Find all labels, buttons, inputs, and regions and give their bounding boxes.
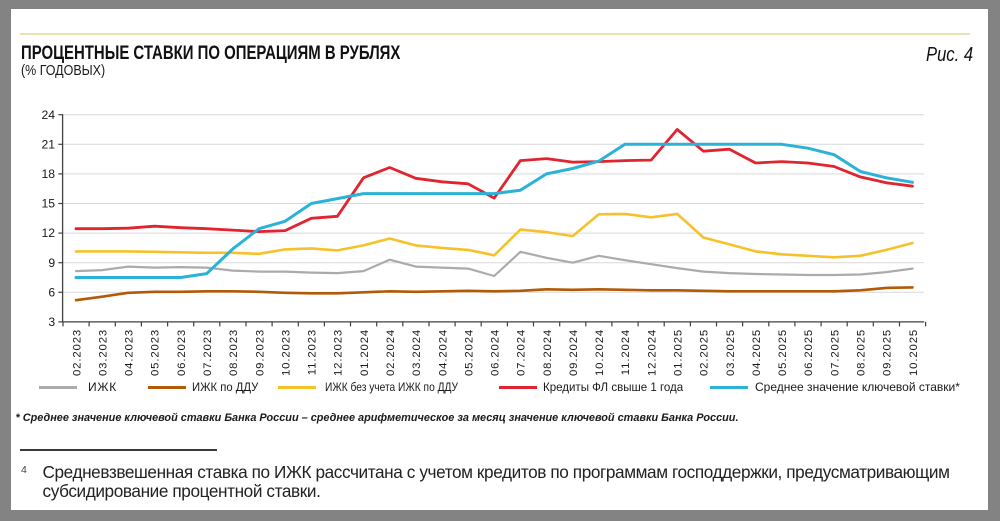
svg-text:11.2023: 11.2023 <box>307 329 319 375</box>
svg-text:08.2023: 08.2023 <box>228 329 240 376</box>
svg-text:02.2025: 02.2025 <box>699 329 711 376</box>
svg-text:05.2025: 05.2025 <box>777 329 789 376</box>
svg-text:11.2024: 11.2024 <box>620 329 632 375</box>
svg-text:03.2024: 03.2024 <box>411 329 423 376</box>
svg-text:3: 3 <box>48 315 55 329</box>
svg-text:06.2023: 06.2023 <box>176 329 188 376</box>
svg-text:9: 9 <box>48 256 55 270</box>
svg-text:10.2024: 10.2024 <box>594 329 606 376</box>
svg-text:07.2025: 07.2025 <box>829 329 841 376</box>
svg-text:08.2025: 08.2025 <box>856 329 868 376</box>
svg-text:07.2023: 07.2023 <box>202 329 214 376</box>
svg-text:24: 24 <box>42 108 56 122</box>
svg-text:09.2025: 09.2025 <box>882 329 894 376</box>
svg-text:21: 21 <box>42 137 56 151</box>
svg-text:07.2024: 07.2024 <box>516 329 528 376</box>
svg-text:06.2025: 06.2025 <box>803 329 815 376</box>
svg-text:04.2025: 04.2025 <box>751 329 763 376</box>
svg-text:09.2023: 09.2023 <box>254 329 266 376</box>
svg-text:05.2023: 05.2023 <box>150 329 162 376</box>
svg-text:03.2023: 03.2023 <box>97 329 109 376</box>
svg-text:02.2023: 02.2023 <box>71 329 83 376</box>
svg-text:10.2023: 10.2023 <box>280 329 292 376</box>
svg-text:09.2024: 09.2024 <box>568 329 580 376</box>
svg-text:12.2024: 12.2024 <box>646 329 658 376</box>
svg-text:12.2023: 12.2023 <box>333 329 345 376</box>
svg-text:05.2024: 05.2024 <box>463 329 475 376</box>
svg-text:02.2024: 02.2024 <box>385 329 397 376</box>
svg-text:03.2025: 03.2025 <box>725 329 737 376</box>
svg-text:04.2023: 04.2023 <box>124 329 136 376</box>
svg-text:01.2025: 01.2025 <box>673 329 685 376</box>
svg-text:04.2024: 04.2024 <box>437 329 449 376</box>
svg-text:08.2024: 08.2024 <box>542 329 554 376</box>
svg-text:01.2024: 01.2024 <box>359 329 371 376</box>
svg-text:06.2024: 06.2024 <box>490 329 502 376</box>
svg-text:12: 12 <box>42 226 56 240</box>
svg-text:15: 15 <box>42 197 56 211</box>
svg-text:18: 18 <box>42 167 56 181</box>
svg-text:10.2025: 10.2025 <box>908 329 920 376</box>
svg-text:6: 6 <box>48 285 55 299</box>
